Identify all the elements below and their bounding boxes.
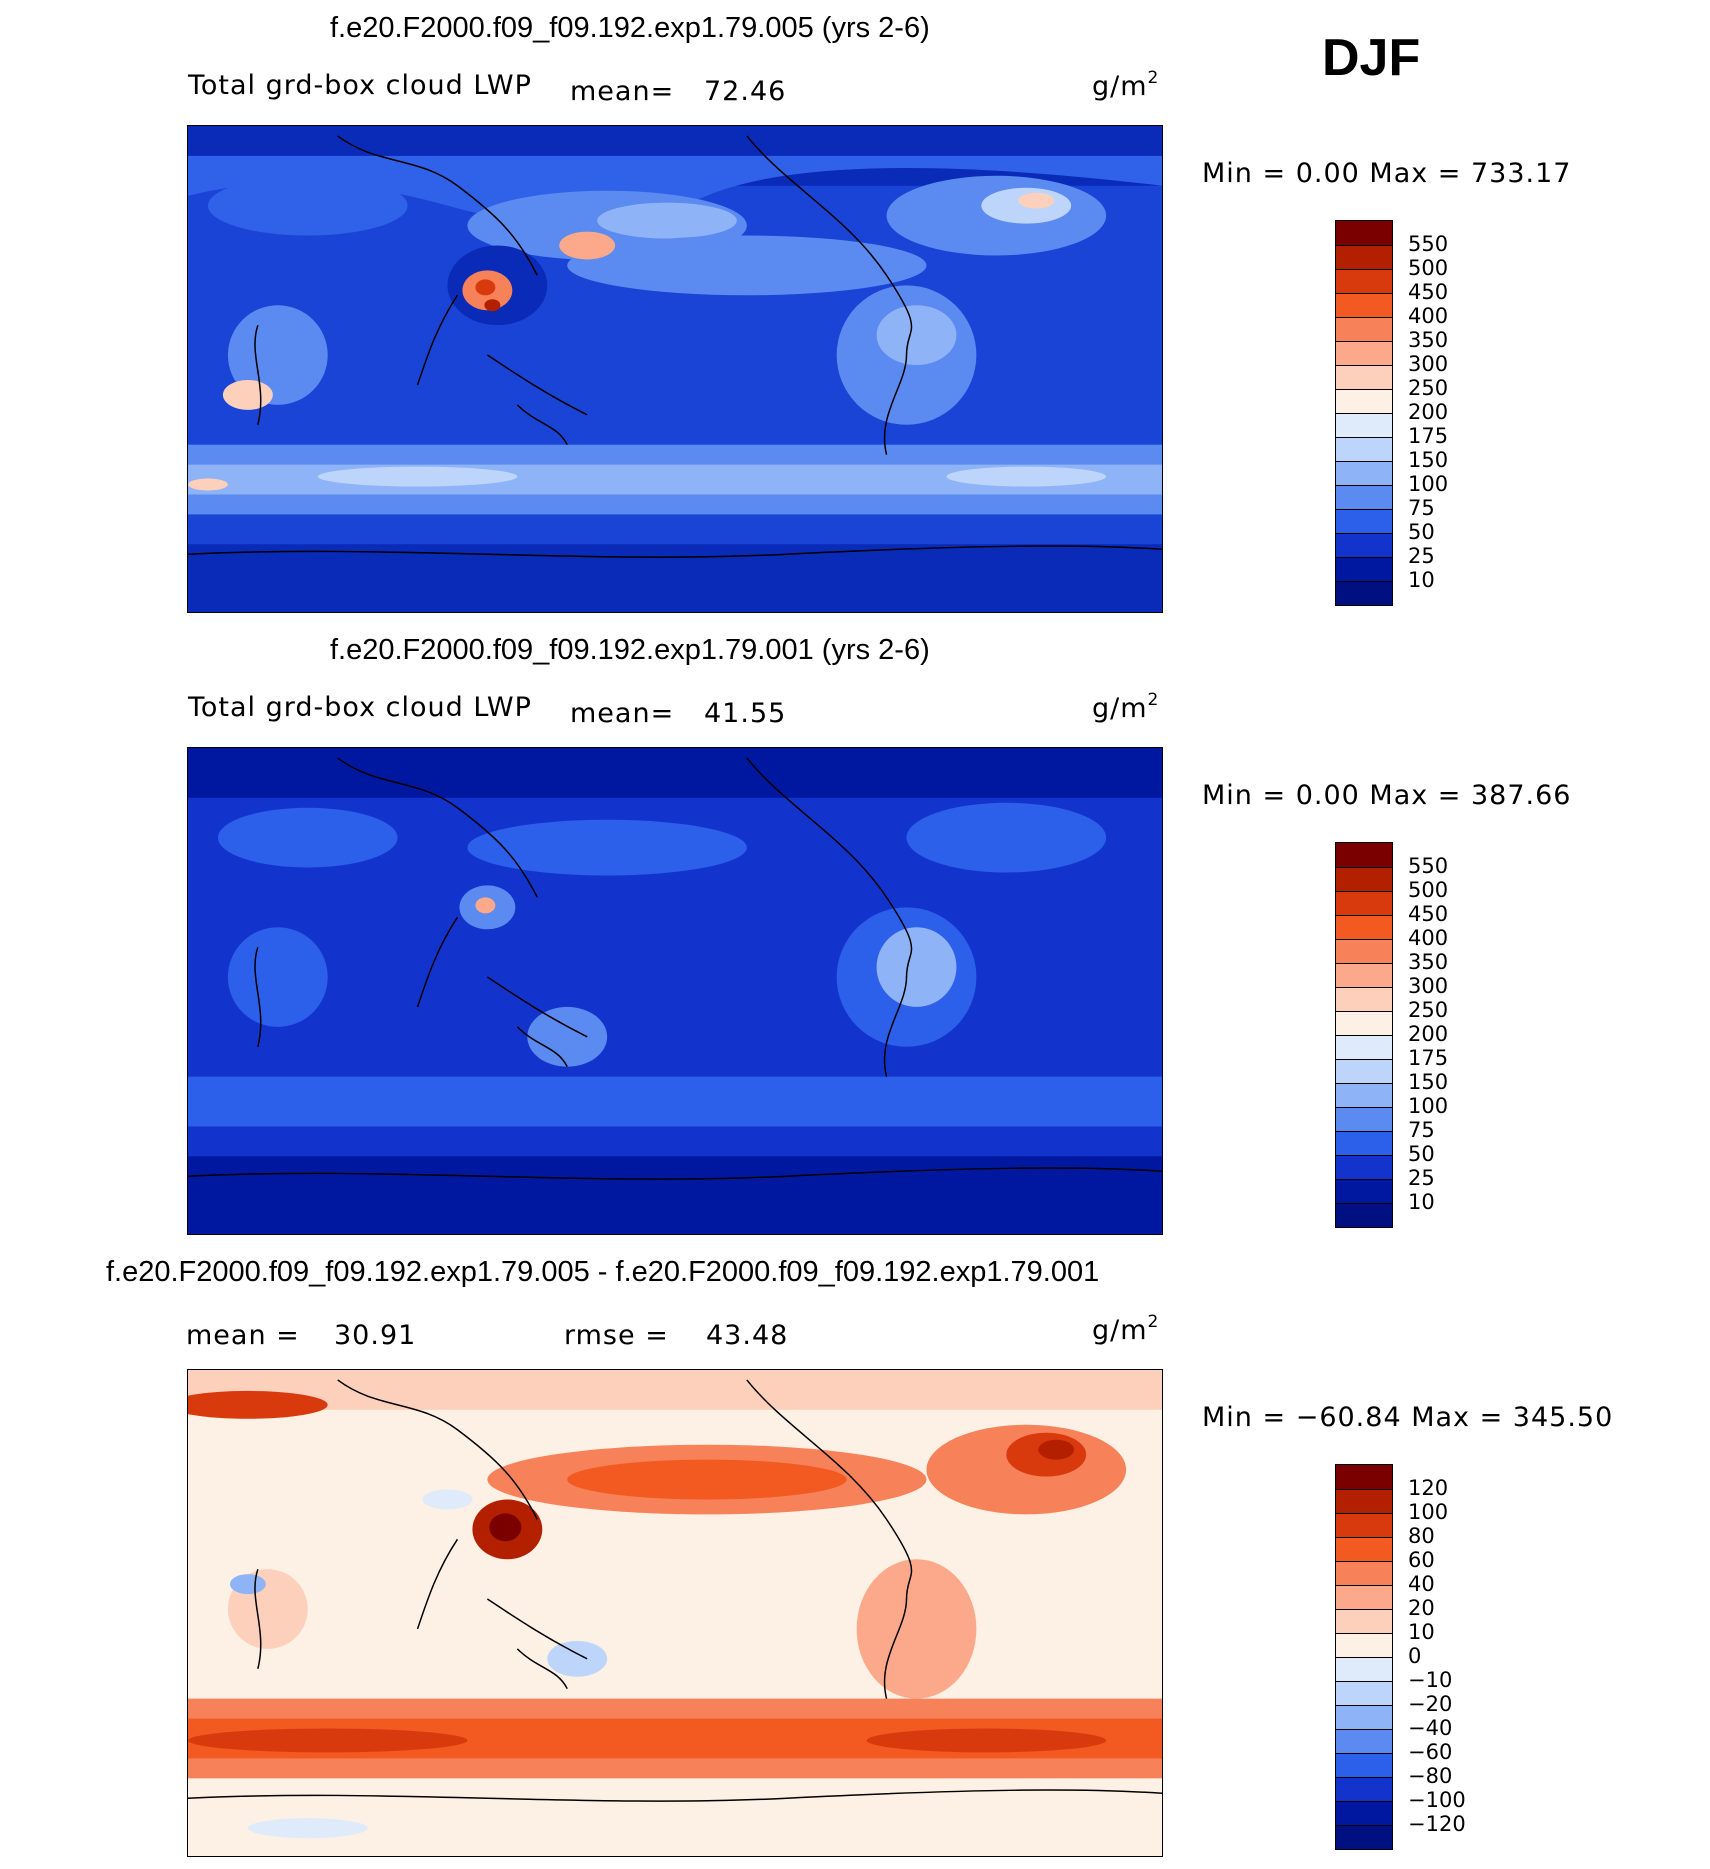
tick: 80 [1408, 1524, 1435, 1548]
panel1-mean-value: 72.46 [704, 76, 787, 107]
panel1-colorbar [1335, 220, 1393, 606]
tick: 60 [1408, 1548, 1435, 1572]
tick: 20 [1408, 1596, 1435, 1620]
tick: 100 [1408, 1094, 1449, 1118]
tick: 10 [1408, 568, 1435, 592]
tick: 300 [1408, 352, 1449, 376]
panel3-mean-value: 30.91 [334, 1320, 417, 1351]
panel2-mean-value: 41.55 [704, 698, 787, 729]
tick: 200 [1408, 400, 1449, 424]
panel1-mean-label: mean= [570, 76, 675, 107]
tick: 75 [1408, 496, 1435, 520]
tick: 40 [1408, 1572, 1435, 1596]
panel1-colorbar-ticks: 550 500 450 400 350 300 250 200 175 150 100 75 50 25 1… [1408, 232, 1448, 592]
panel1-minmax: Min = 0.00 Max = 733.17 [1202, 158, 1572, 189]
panel1-title: f.e20.F2000.f09_f09.192.exp1.79.005 (yrs… [330, 12, 930, 44]
tick: 100 [1408, 472, 1449, 496]
tick: −60 [1408, 1740, 1453, 1764]
tick: 200 [1408, 1022, 1449, 1046]
panel2-colorbar [1335, 842, 1393, 1228]
tick: 0 [1408, 1644, 1422, 1668]
tick: 350 [1408, 328, 1449, 352]
tick: 400 [1408, 304, 1449, 328]
panel2-colorbar-ticks: 550 500 450 400 350 300 250 200 175 150 100 75 50 25 1… [1408, 854, 1448, 1214]
panel2-variable: Total grd-box cloud LWP [188, 692, 532, 723]
tick: 400 [1408, 926, 1449, 950]
tick: 25 [1408, 544, 1435, 568]
tick: 10 [1408, 1620, 1435, 1644]
tick: 250 [1408, 998, 1449, 1022]
tick: 75 [1408, 1118, 1435, 1142]
tick: 10 [1408, 1190, 1435, 1214]
panel3-rmse-value: 43.48 [706, 1320, 789, 1351]
tick: 175 [1408, 1046, 1449, 1070]
tick: 100 [1408, 1500, 1449, 1524]
panel3-colorbar-ticks: 120 100 80 60 40 20 10 0 −10 −20 −40 −60 −80 −100 −120 [1408, 1476, 1466, 1836]
panel2-units: g/m2 [1092, 690, 1160, 724]
panel3-colorbar [1335, 1464, 1393, 1850]
panel3-mean-label: mean = [186, 1320, 300, 1351]
tick: 500 [1408, 878, 1449, 902]
tick: −20 [1408, 1692, 1453, 1716]
tick: 50 [1408, 520, 1435, 544]
tick: −100 [1408, 1788, 1466, 1812]
panel2-title: f.e20.F2000.f09_f09.192.exp1.79.001 (yrs… [330, 634, 930, 666]
panel3-rmse-label: rmse = [564, 1320, 669, 1351]
tick: −10 [1408, 1668, 1453, 1692]
panel2-mean-label: mean= [570, 698, 675, 729]
panel2-minmax: Min = 0.00 Max = 387.66 [1202, 780, 1572, 811]
tick: 350 [1408, 950, 1449, 974]
tick: 550 [1408, 232, 1449, 256]
panel1-map [187, 125, 1163, 613]
tick: 250 [1408, 376, 1449, 400]
tick: 500 [1408, 256, 1449, 280]
panel2-map [187, 747, 1163, 1235]
tick: 150 [1408, 1070, 1449, 1094]
panel3-title: f.e20.F2000.f09_f09.192.exp1.79.005 - f.… [106, 1256, 1100, 1288]
tick: 550 [1408, 854, 1449, 878]
panel3-units: g/m2 [1092, 1312, 1160, 1346]
panel1-variable: Total grd-box cloud LWP [188, 70, 532, 101]
tick: 450 [1408, 280, 1449, 304]
tick: 175 [1408, 424, 1449, 448]
tick: 450 [1408, 902, 1449, 926]
tick: −120 [1408, 1812, 1466, 1836]
tick: 120 [1408, 1476, 1449, 1500]
tick: 150 [1408, 448, 1449, 472]
tick: 300 [1408, 974, 1449, 998]
tick: 50 [1408, 1142, 1435, 1166]
season-label: DJF [1322, 29, 1421, 87]
panel3-map [187, 1369, 1163, 1857]
tick: 25 [1408, 1166, 1435, 1190]
panel3-minmax: Min = −60.84 Max = 345.50 [1202, 1402, 1614, 1433]
tick: −40 [1408, 1716, 1453, 1740]
panel1-units: g/m2 [1092, 68, 1160, 102]
tick: −80 [1408, 1764, 1453, 1788]
